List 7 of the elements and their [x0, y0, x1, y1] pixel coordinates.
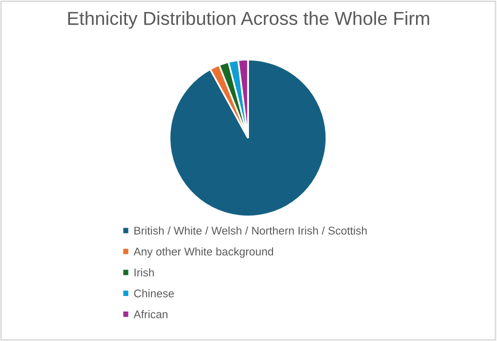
legend-label: British / White / Welsh / Northern Irish / Scottish: [134, 226, 367, 235]
pie-slice: [168, 58, 328, 218]
legend-label: African: [134, 310, 168, 318]
chart-title: Ethnicity Distribution Across the Whole Firm: [68, 11, 430, 29]
legend-label: Chinese: [134, 289, 174, 298]
legend-label: Any other White background: [134, 247, 274, 258]
legend-label: Irish: [134, 268, 154, 276]
